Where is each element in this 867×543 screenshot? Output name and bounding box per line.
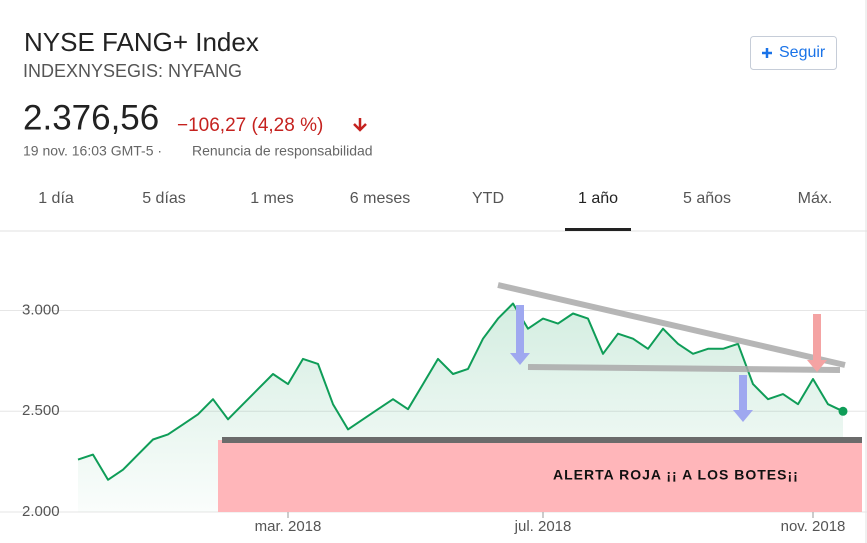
range-tab[interactable]: Máx. <box>798 190 833 207</box>
alert-text: ALERTA ROJA ¡¡ A LOS BOTES¡¡ <box>553 467 799 483</box>
title: NYSE FANG+ Index <box>24 27 259 57</box>
arrow-shaft <box>516 305 524 353</box>
y-tick-label: 2.000 <box>22 503 60 520</box>
timestamp: 19 nov. 16:03 GMT-5 · <box>23 143 162 159</box>
y-tick-label: 2.500 <box>22 402 60 419</box>
x-tick-label: nov. 2018 <box>781 518 846 535</box>
price: 2.376,56 <box>23 98 159 137</box>
button-label[interactable]: Seguir <box>779 44 826 61</box>
range-tab[interactable]: 5 años <box>683 190 731 207</box>
arrow-head <box>807 360 827 372</box>
follow-button[interactable]: Seguir <box>750 36 837 70</box>
range-tab[interactable]: 1 mes <box>250 190 294 207</box>
x-tick-label: jul. 2018 <box>514 518 572 535</box>
range-tab[interactable]: 1 año <box>578 190 618 207</box>
tab-underline <box>565 228 631 231</box>
price-line <box>77 302 844 481</box>
button-frame[interactable] <box>750 36 837 70</box>
plus-icon <box>762 48 772 58</box>
range-tab[interactable]: 1 día <box>38 190 74 207</box>
change: −106,27 (4,28 %) <box>177 115 323 136</box>
last-point <box>838 406 848 416</box>
arrow-shaft <box>813 314 821 360</box>
down-arrow-icon <box>353 118 367 132</box>
trend-line-upper <box>497 282 846 368</box>
trend-line-middle <box>527 364 841 373</box>
range-tab[interactable]: YTD <box>472 190 504 207</box>
x-tick-label: mar. 2018 <box>255 518 322 535</box>
alert-box <box>218 440 862 512</box>
y-tick-label: 3.000 <box>22 301 60 318</box>
disclaimer-link[interactable]: Renuncia de responsabilidad <box>192 143 373 159</box>
arrow-head <box>733 410 753 422</box>
ticker: INDEXNYSEGIS: NYFANG <box>23 61 242 81</box>
arrow-head <box>510 353 530 365</box>
range-tab[interactable]: 5 días <box>142 190 186 207</box>
range-tab[interactable]: 6 meses <box>350 190 410 207</box>
arrow-shaft <box>739 375 747 410</box>
